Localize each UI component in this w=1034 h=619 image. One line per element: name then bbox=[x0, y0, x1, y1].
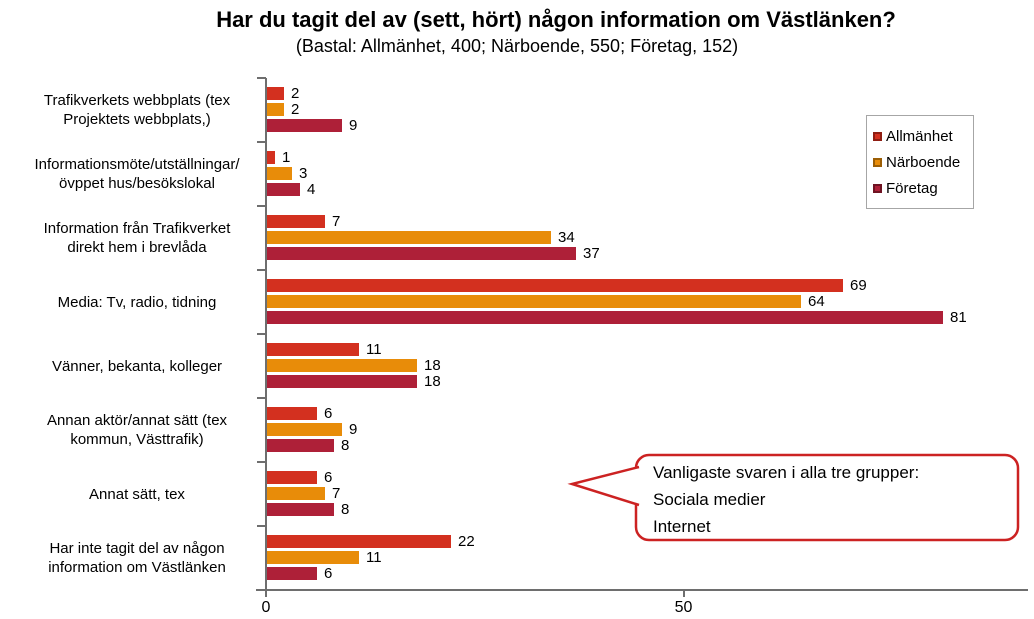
y-tick-mark bbox=[257, 205, 266, 207]
chart-subtitle: (Bastal: Allmänhet, 400; Närboende, 550;… bbox=[295, 36, 739, 56]
bar-Företag bbox=[267, 503, 334, 516]
legend-swatch-icon bbox=[873, 157, 882, 167]
legend-label: Företag bbox=[886, 179, 938, 197]
x-tick-label: 0 bbox=[261, 599, 271, 616]
bar-Närboende bbox=[267, 167, 292, 180]
bar-value-label: 6 bbox=[324, 405, 333, 422]
bar-value-label: 37 bbox=[583, 245, 600, 262]
legend-item-Närboende: Närboende bbox=[873, 149, 967, 175]
bar-value-label: 9 bbox=[349, 117, 358, 134]
bar-Företag bbox=[267, 439, 334, 452]
legend-label: Allmänhet bbox=[886, 127, 953, 145]
bar-Närboende bbox=[267, 551, 359, 564]
bar-Företag bbox=[267, 247, 576, 260]
legend-swatch-icon bbox=[873, 183, 882, 193]
category-label: Har inte tagit del av någon information … bbox=[48, 540, 226, 576]
bar-Närboende bbox=[267, 231, 551, 244]
legend-item-Företag: Företag bbox=[873, 175, 967, 201]
callout-tail bbox=[567, 465, 640, 507]
x-tick-mark bbox=[265, 589, 267, 597]
x-tick-mark bbox=[682, 589, 685, 597]
bar-value-label: 22 bbox=[458, 533, 475, 550]
category-label: Informationsmöte/utställningar/ övppet h… bbox=[34, 156, 240, 192]
legend-swatch-icon bbox=[873, 131, 882, 141]
y-tick-mark bbox=[257, 461, 266, 463]
bar-value-label: 2 bbox=[291, 101, 300, 118]
bar-value-label: 8 bbox=[341, 501, 350, 518]
bar-Företag bbox=[267, 119, 342, 132]
callout-line: Vanligaste svaren i alla tre grupper: bbox=[653, 463, 920, 482]
bar-Företag bbox=[267, 183, 300, 196]
category-label: Annan aktör/annat sätt (tex kommun, Väst… bbox=[46, 412, 228, 448]
y-tick-mark bbox=[257, 525, 266, 527]
y-tick-mark bbox=[257, 141, 266, 143]
bar-value-label: 69 bbox=[850, 277, 867, 294]
bar-value-label: 18 bbox=[424, 357, 441, 374]
bar-Allmänhet bbox=[267, 535, 451, 548]
bar-Allmänhet bbox=[267, 407, 317, 420]
category-label: Vänner, bekanta, kolleger bbox=[51, 357, 223, 375]
bar-value-label: 6 bbox=[324, 469, 333, 486]
bar-value-label: 81 bbox=[950, 309, 967, 326]
bar-value-label: 34 bbox=[558, 229, 575, 246]
y-tick-mark bbox=[257, 269, 266, 271]
bar-Närboende bbox=[267, 295, 801, 308]
y-axis-line bbox=[265, 78, 267, 591]
bar-Närboende bbox=[267, 487, 325, 500]
bar-value-label: 64 bbox=[808, 293, 825, 310]
legend-label: Närboende bbox=[886, 153, 961, 171]
y-tick-mark bbox=[257, 77, 266, 79]
category-label: Media: Tv, radio, tidning bbox=[57, 293, 217, 311]
legend-item-Allmänhet: Allmänhet bbox=[873, 123, 967, 149]
bar-Företag bbox=[267, 311, 943, 324]
bar-Företag bbox=[267, 375, 417, 388]
bar-Allmänhet bbox=[267, 471, 317, 484]
bar-value-label: 11 bbox=[366, 549, 382, 566]
bar-value-label: 4 bbox=[307, 181, 316, 198]
bar-Allmänhet bbox=[267, 151, 275, 164]
callout-bubble bbox=[567, 453, 1020, 542]
bar-value-label: 11 bbox=[366, 341, 382, 358]
y-tick-mark bbox=[257, 397, 266, 399]
bar-Närboende bbox=[267, 423, 342, 436]
category-label: Annat sätt, tex bbox=[89, 485, 185, 503]
callout-line: Internet bbox=[653, 517, 711, 536]
bar-Företag bbox=[267, 567, 317, 580]
bar-value-label: 7 bbox=[332, 213, 341, 230]
bar-value-label: 18 bbox=[424, 373, 441, 390]
bar-Allmänhet bbox=[267, 343, 359, 356]
category-label: Trafikverkets webbplats (tex Projektets … bbox=[43, 92, 231, 128]
bar-Allmänhet bbox=[267, 87, 284, 100]
bar-value-label: 8 bbox=[341, 437, 350, 454]
bar-value-label: 2 bbox=[291, 85, 300, 102]
x-tick-label: 50 bbox=[674, 599, 693, 616]
chart-title: Har du tagit del av (sett, hört) någon i… bbox=[216, 7, 896, 32]
bar-Närboende bbox=[267, 103, 284, 116]
callout-line: Sociala medier bbox=[653, 490, 766, 509]
bar-Allmänhet bbox=[267, 215, 325, 228]
bar-value-label: 1 bbox=[282, 149, 291, 166]
y-tick-mark bbox=[257, 333, 266, 335]
category-label: Information från Trafikverket direkt hem… bbox=[43, 220, 231, 256]
bar-value-label: 3 bbox=[299, 165, 308, 182]
bar-value-label: 6 bbox=[324, 565, 333, 582]
callout-text: Vanligaste svaren i alla tre grupper: Soc… bbox=[653, 459, 1013, 540]
bar-value-label: 9 bbox=[349, 421, 358, 438]
x-axis-line bbox=[256, 589, 1028, 591]
legend: Allmänhet Närboende Företag bbox=[866, 115, 974, 209]
bar-value-label: 7 bbox=[332, 485, 341, 502]
bar-Allmänhet bbox=[267, 279, 843, 292]
bar-Närboende bbox=[267, 359, 417, 372]
